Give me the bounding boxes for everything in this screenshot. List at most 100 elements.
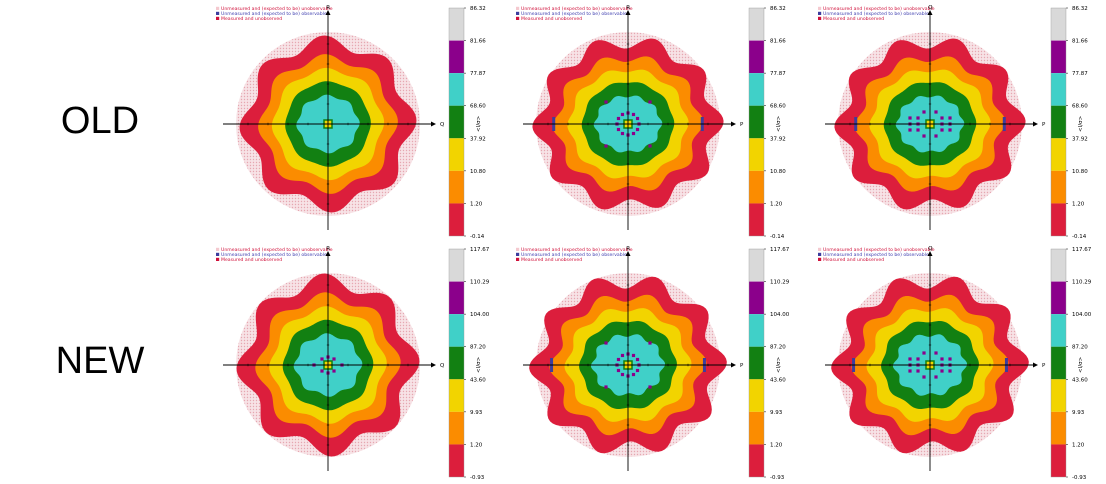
high-intensity-point	[320, 369, 324, 373]
arrowhead-icon	[731, 362, 736, 368]
colorbar-outline	[748, 248, 765, 478]
colorbar-segment	[449, 138, 464, 171]
colorbar-segment	[449, 105, 464, 139]
colorbar-tick-label: 117.67	[470, 247, 490, 253]
colorbar-outline	[448, 248, 465, 478]
x-axis-label: Q	[440, 363, 445, 369]
colorbar-segment	[1051, 379, 1066, 412]
y-axis-label: R	[626, 246, 630, 252]
colorbar-tick-label: -0.14	[1072, 234, 1087, 240]
colorbar-segment	[1051, 444, 1066, 477]
heatmap-panel-old-1: Unmeasured and (expected to be) unobserv…	[210, 2, 510, 240]
legend-swatch	[216, 257, 220, 261]
legend-label: Unmeasured and (expected to be) observab…	[521, 11, 627, 17]
high-intensity-point	[922, 351, 926, 355]
legend-label: Unmeasured and (expected to be) unobserv…	[823, 6, 935, 12]
high-intensity-point	[635, 116, 640, 121]
legend-label: Unmeasured and (expected to be) observab…	[221, 252, 327, 258]
colorbar-segment	[449, 203, 464, 236]
high-intensity-point	[948, 116, 952, 120]
y-axis-label: R	[626, 5, 630, 11]
y-axis-label: Q	[928, 5, 933, 11]
heatmap-svg: Unmeasured and (expected to be) unobserv…	[216, 246, 490, 481]
colorbar-tick-label: 87.20	[770, 345, 786, 351]
high-intensity-point	[922, 375, 926, 379]
legend-label: Unmeasured and (expected to be) unobserv…	[221, 247, 333, 253]
legend-swatch	[516, 247, 520, 251]
legend-label: Measured and unobserved	[823, 16, 884, 22]
colorbar-tick-label: 43.60	[1072, 377, 1088, 383]
colorbar-segment	[449, 281, 464, 315]
colorbar-outline	[748, 7, 765, 237]
high-intensity-point	[940, 369, 944, 373]
high-intensity-point	[908, 116, 912, 120]
colorbar-tick-label: 9.93	[770, 410, 783, 416]
legend-swatch	[216, 247, 220, 251]
colorbar-tick-label: 37.92	[1072, 136, 1088, 142]
colorbar-segment	[1051, 411, 1066, 445]
arrowhead-icon	[731, 121, 736, 127]
colorbar-tick-label: -0.93	[1072, 475, 1087, 481]
arrowhead-icon	[1033, 121, 1038, 127]
colorbar-segment	[749, 105, 764, 139]
colorbar-tick-label: -0.93	[470, 475, 485, 481]
legend-label: Unmeasured and (expected to be) unobserv…	[521, 247, 633, 253]
high-intensity-point	[948, 369, 952, 373]
colorbar-segment	[749, 346, 764, 380]
high-intensity-point	[620, 372, 625, 377]
colorbar-tick-label: 10.80	[1072, 169, 1088, 175]
high-intensity-point	[908, 369, 912, 373]
arrowhead-icon	[1033, 362, 1038, 368]
colorbar-tick-label: 77.87	[770, 71, 786, 77]
high-intensity-point	[616, 127, 621, 132]
legend-swatch	[216, 6, 220, 10]
colorbar-segment	[749, 281, 764, 315]
colorbar-segment	[749, 411, 764, 445]
colorbar-segment	[449, 444, 464, 477]
row-label-old: OLD	[60, 100, 140, 142]
arrowhead-icon	[625, 10, 631, 15]
colorbar-tick-label: 104.00	[470, 312, 490, 318]
high-intensity-point	[916, 369, 920, 373]
high-intensity-point	[934, 134, 938, 138]
colorbar-title: <I/σ>	[776, 115, 782, 132]
heatmap-svg: Unmeasured and (expected to be) unobserv…	[516, 5, 786, 240]
high-intensity-point	[635, 357, 640, 362]
colorbar-segment	[449, 40, 464, 74]
colorbar-segment	[749, 314, 764, 347]
high-intensity-point	[332, 369, 336, 373]
colorbar-tick-label: 1.20	[770, 442, 783, 448]
high-intensity-point	[948, 357, 952, 361]
heatmap-svg: Unmeasured and (expected to be) unobserv…	[818, 246, 1092, 481]
high-intensity-point	[616, 357, 621, 362]
colorbar-title: <I/σ>	[476, 115, 482, 132]
colorbar-segment	[749, 444, 764, 477]
high-intensity-point	[934, 110, 938, 114]
legend-swatch	[216, 252, 220, 256]
colorbar-title: <I/σ>	[1078, 115, 1084, 132]
heatmap-panel-new-3: Unmeasured and (expected to be) unobserv…	[812, 243, 1106, 481]
arrowhead-icon	[927, 251, 933, 256]
legend-swatch	[216, 11, 220, 15]
colorbar-tick-label: 68.60	[470, 104, 486, 110]
colorbar-outline	[448, 7, 465, 237]
legend-swatch	[818, 6, 822, 10]
high-intensity-point	[934, 351, 938, 355]
colorbar-segment	[449, 346, 464, 380]
x-axis-label: P	[740, 122, 744, 128]
high-intensity-point	[916, 116, 920, 120]
high-intensity-point	[922, 110, 926, 114]
colorbar-segment	[1051, 40, 1066, 74]
high-intensity-point	[616, 368, 621, 373]
arrowhead-icon	[325, 10, 331, 15]
colorbar-segment	[749, 8, 764, 41]
x-axis-label: Q	[440, 122, 445, 128]
colorbar-segment	[449, 8, 464, 41]
x-axis-label: P	[1042, 122, 1046, 128]
legend-swatch	[818, 11, 822, 15]
legend-label: Unmeasured and (expected to be) unobserv…	[823, 247, 935, 253]
colorbar-tick-label: 77.87	[470, 71, 486, 77]
high-intensity-point	[648, 341, 652, 345]
colorbar-tick-label: 1.20	[770, 201, 783, 207]
colorbar-tick-label: 81.66	[1072, 39, 1088, 45]
